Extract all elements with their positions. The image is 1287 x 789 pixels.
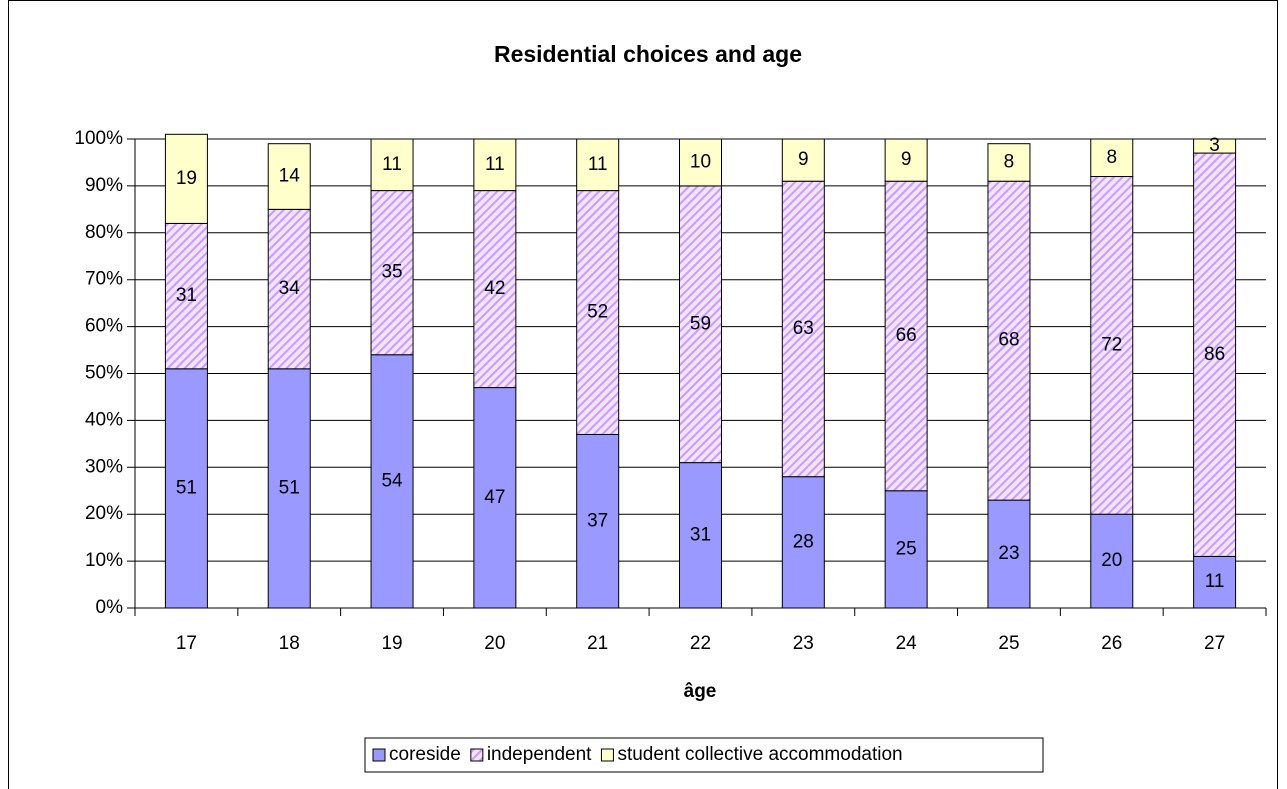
x-tick-label: 17	[176, 633, 197, 654]
bar-segment	[164, 133, 208, 224]
y-tick-label: 30%	[85, 456, 123, 477]
data-label: 11	[1205, 571, 1225, 592]
x-tick-label: 25	[998, 633, 1019, 654]
x-tick-label: 20	[484, 633, 505, 654]
data-label: 25	[896, 538, 917, 559]
bar-segment	[267, 208, 311, 370]
x-tick-label: 26	[1101, 633, 1122, 654]
bar-segment	[576, 190, 620, 435]
x-tick-label: 19	[381, 633, 402, 654]
data-label: 14	[279, 166, 301, 187]
y-tick-label: 40%	[85, 409, 123, 430]
bar-segment	[987, 499, 1031, 609]
bar-segment	[679, 138, 722, 187]
bar-segment	[370, 190, 414, 356]
bar-segment	[1090, 176, 1134, 515]
y-tick-label: 100%	[74, 128, 123, 149]
legend-swatch	[600, 748, 614, 762]
data-label: 59	[690, 313, 711, 334]
bar-segment	[987, 143, 1031, 182]
data-label: 8	[1004, 151, 1015, 172]
data-label: 63	[793, 318, 814, 339]
data-label: 11	[485, 154, 505, 175]
legend-label: student collective accommodation	[617, 744, 902, 765]
bar-segment	[473, 138, 517, 192]
x-tick-label: 21	[587, 633, 608, 654]
x-tick-label: 18	[279, 633, 300, 654]
data-label: 20	[1101, 550, 1122, 571]
y-tick-label: 10%	[85, 550, 123, 571]
bar-segment	[781, 476, 825, 609]
bar-segment	[679, 185, 722, 464]
data-label: 68	[998, 330, 1019, 351]
y-tick-label: 0%	[96, 597, 124, 618]
data-label: 9	[901, 149, 912, 170]
data-label: 66	[896, 325, 917, 346]
bar-segment	[370, 138, 414, 192]
data-label: 8	[1106, 147, 1117, 168]
bar-segment	[267, 143, 311, 210]
x-tick-label: 27	[1204, 633, 1225, 654]
bar-segment	[1193, 555, 1237, 609]
bar-segment	[473, 190, 517, 389]
data-label: 51	[176, 477, 197, 498]
data-label: 35	[381, 262, 402, 283]
data-label: 10	[690, 151, 711, 172]
data-label: 3	[1209, 135, 1220, 156]
y-tick-label: 90%	[85, 175, 123, 196]
y-tick-label: 60%	[85, 316, 123, 337]
bar-segment	[473, 387, 517, 609]
legend-label: coreside	[389, 744, 461, 765]
data-label: 28	[793, 531, 814, 552]
data-label: 47	[484, 487, 505, 508]
bar-segment	[1090, 513, 1134, 609]
data-label: 9	[798, 149, 809, 170]
chart-frame	[8, 0, 1278, 789]
x-tick-label: 23	[793, 633, 814, 654]
x-tick-label: 22	[690, 633, 711, 654]
data-label: 42	[484, 278, 505, 299]
bar-segment	[781, 138, 825, 182]
bar-segment	[1193, 152, 1237, 557]
bar-segment	[781, 180, 825, 478]
data-label: 19	[176, 168, 197, 189]
data-label: 31	[690, 524, 711, 545]
legend-swatch	[372, 748, 386, 762]
data-label: 34	[279, 278, 301, 299]
y-tick-label: 20%	[85, 503, 123, 524]
data-label: 54	[381, 470, 403, 491]
bar-segment	[1090, 138, 1134, 178]
bar-segment	[1193, 138, 1237, 154]
y-tick-label: 70%	[85, 269, 123, 290]
bar-segment	[370, 354, 414, 609]
data-label: 23	[998, 543, 1019, 564]
x-axis-label: âge	[684, 681, 717, 702]
bar-segment	[884, 138, 928, 182]
data-label: 86	[1204, 344, 1225, 365]
bar-segment	[164, 368, 208, 609]
bar-segment	[164, 222, 208, 370]
bar-segment	[679, 462, 722, 609]
data-label: 11	[588, 154, 608, 175]
data-label: 52	[587, 302, 608, 323]
data-label: 37	[587, 510, 608, 531]
data-label: 11	[382, 154, 402, 175]
bar-segment	[884, 180, 928, 492]
y-tick-label: 80%	[85, 222, 123, 243]
bar-segment	[576, 138, 620, 192]
x-tick-label: 24	[896, 633, 918, 654]
chart-title: Residential choices and age	[494, 41, 802, 67]
data-label: 31	[176, 285, 197, 306]
bar-segment	[987, 180, 1031, 501]
legend-swatch	[470, 748, 484, 762]
y-tick-label: 50%	[85, 363, 123, 384]
data-label: 72	[1101, 334, 1122, 355]
data-label: 51	[279, 477, 300, 498]
legend-label: independent	[487, 744, 592, 765]
